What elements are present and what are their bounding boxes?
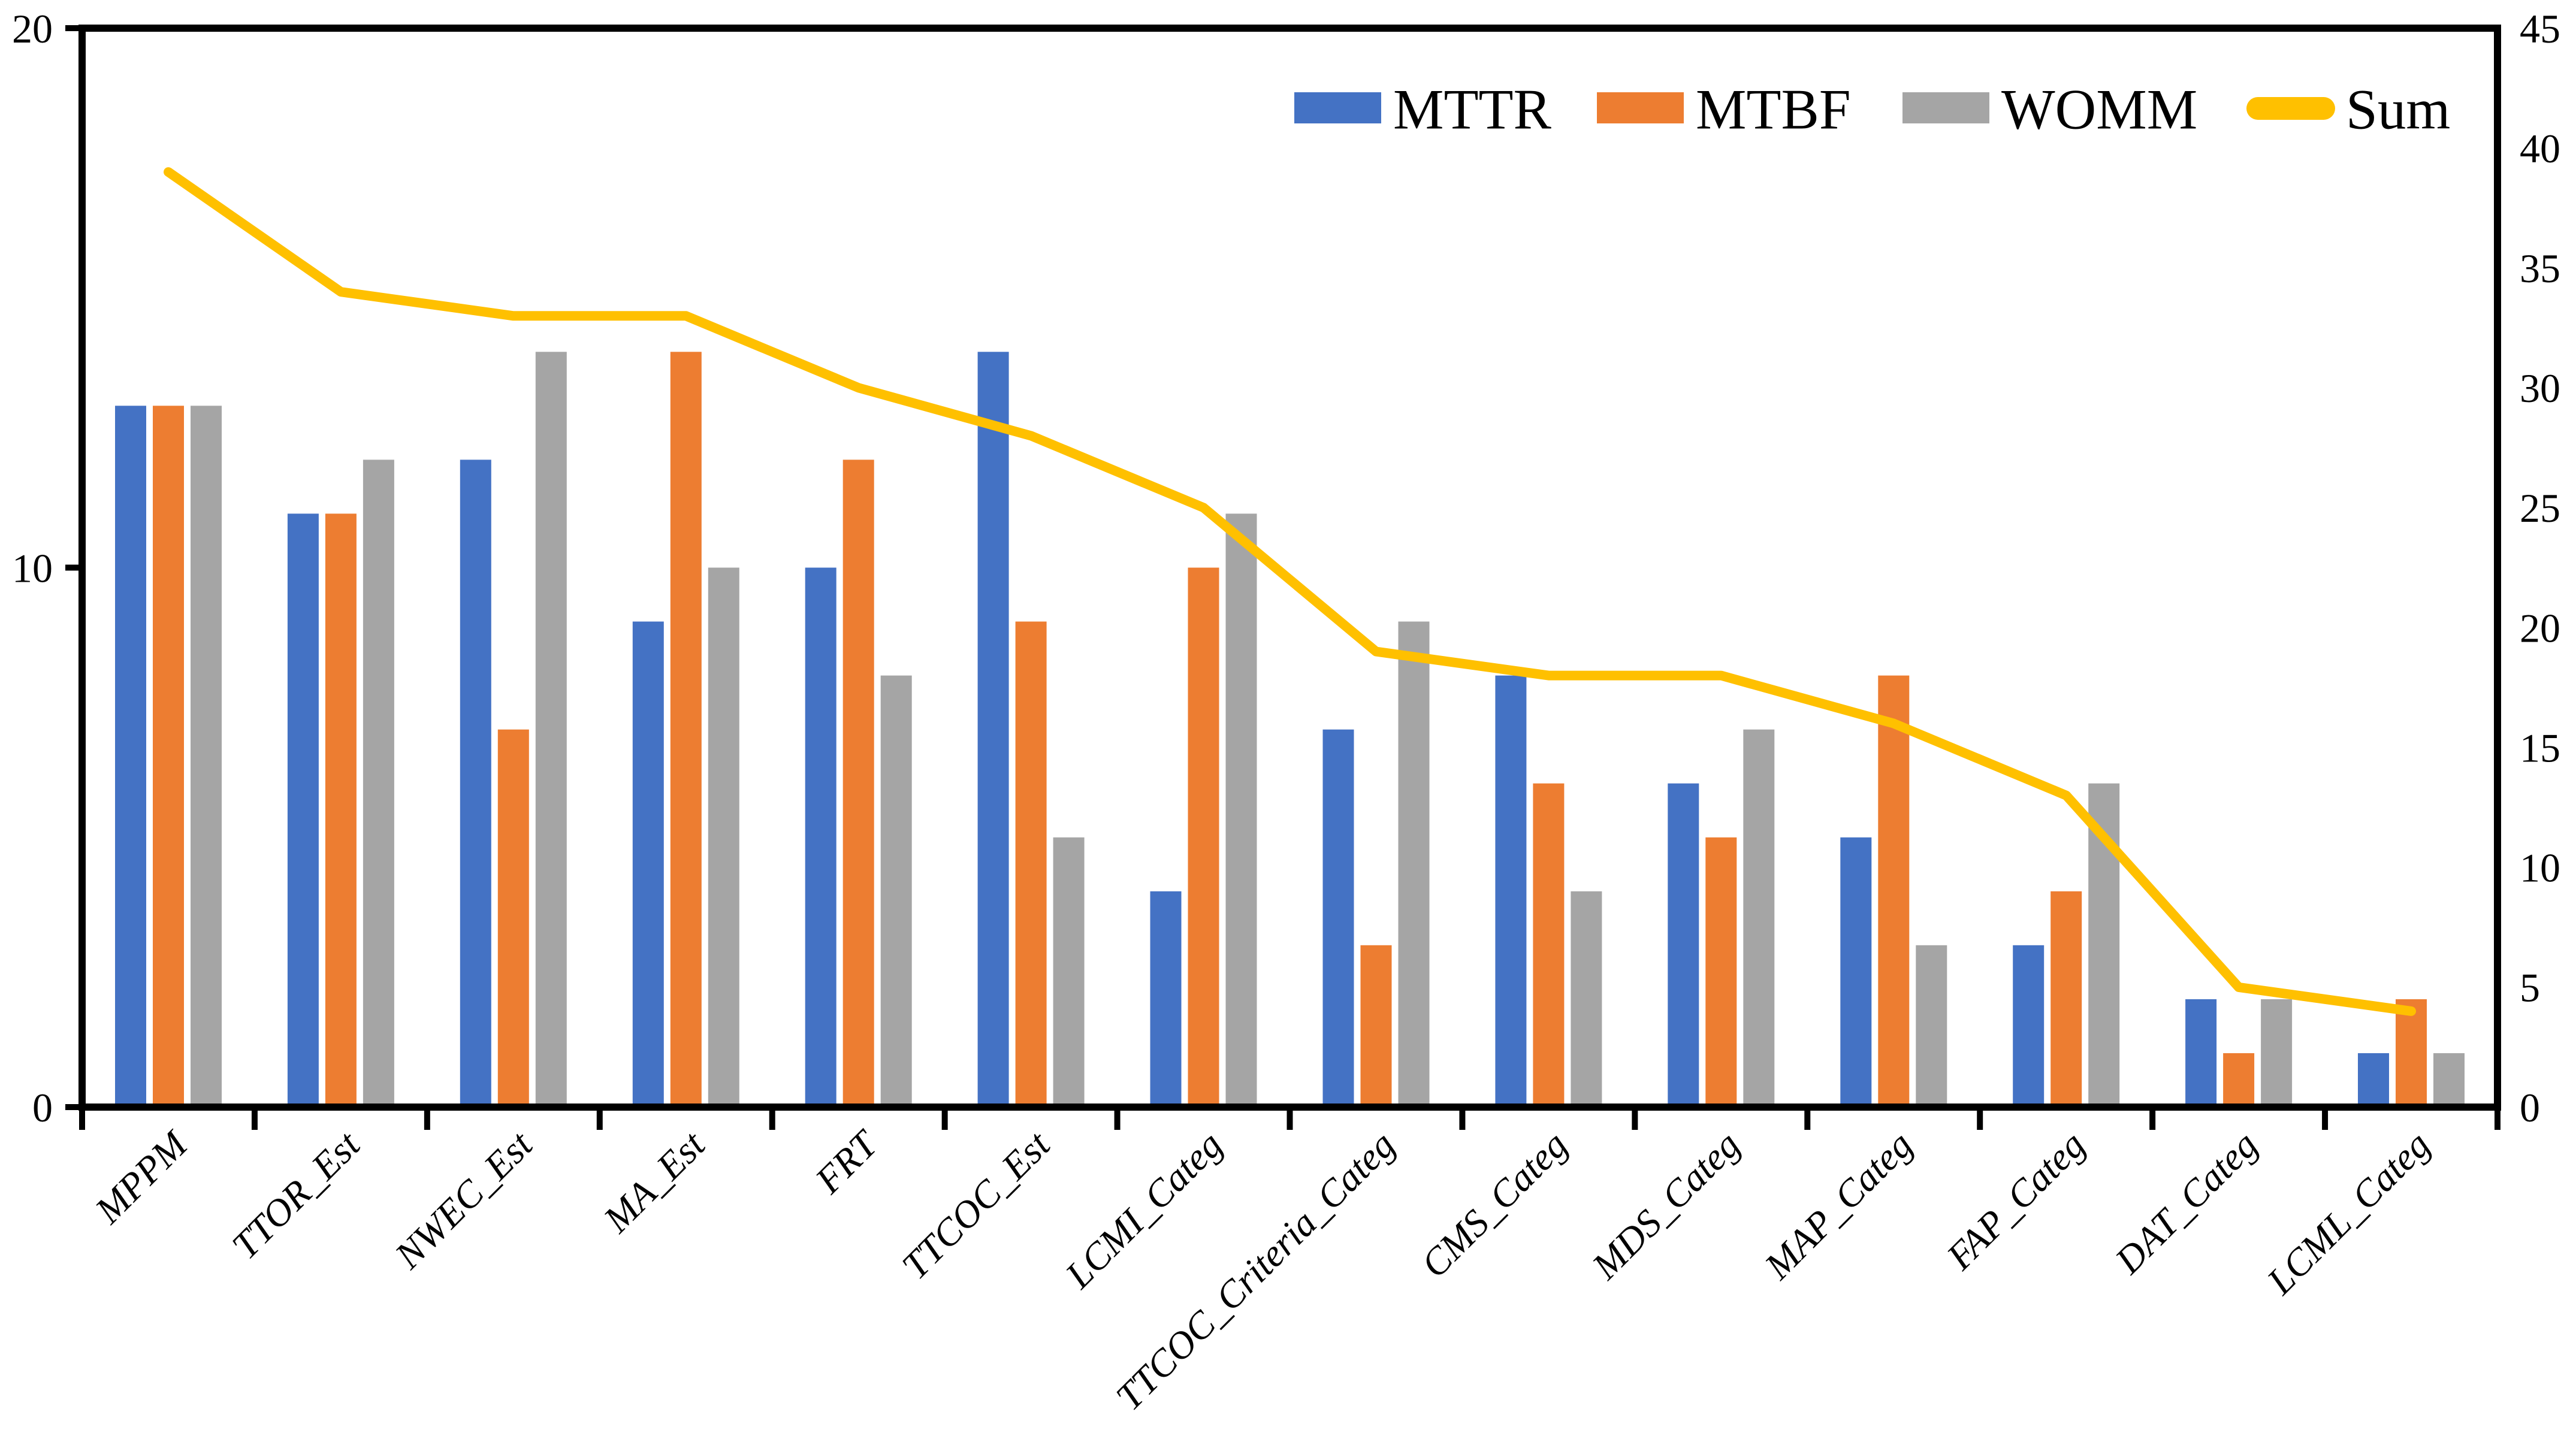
right-axis-label: 45	[2520, 6, 2560, 52]
left-axis-label: 10	[12, 545, 53, 591]
bar-WOMM-NWEC_Est	[535, 352, 567, 1107]
bar-MTTR-MA_Est	[632, 621, 664, 1107]
bar-MTBF-LCMI_Categ	[1188, 567, 1219, 1107]
bar-series-MTTR	[115, 352, 2389, 1108]
legend-item-WOMM: WOMM	[1902, 77, 2197, 141]
bar-MTTR-TTCOC_Criteria_Categ	[1322, 729, 1354, 1107]
right-axis-label: 35	[2520, 246, 2560, 291]
bar-WOMM-LCML_Categ	[2433, 1053, 2465, 1107]
bar-WOMM-DAT_Categ	[2261, 999, 2293, 1107]
right-axis-label: 15	[2520, 725, 2560, 770]
legend-swatch-WOMM	[1902, 92, 1989, 123]
legend-swatch-MTBF	[1597, 92, 1684, 123]
bar-MTBF-CMS_Categ	[1533, 783, 1565, 1107]
bar-WOMM-LCMI_Categ	[1225, 513, 1257, 1107]
right-axis-label: 0	[2520, 1085, 2540, 1130]
legend-item-MTTR: MTTR	[1294, 77, 1552, 141]
bar-MTTR-MAP_Categ	[1840, 837, 1872, 1108]
bar-MTTR-MDS_Categ	[1668, 783, 1699, 1107]
right-axis-label: 20	[2520, 605, 2560, 651]
legend-item-MTBF: MTBF	[1597, 77, 1851, 141]
bar-MTTR-MPPM	[115, 406, 146, 1107]
bar-MTTR-LCMI_Categ	[1150, 891, 1182, 1107]
bar-MTBF-MPPM	[153, 406, 184, 1107]
bar-MTBF-TTCOC_Est	[1015, 621, 1047, 1107]
bar-WOMM-TTCOC_Est	[1053, 837, 1085, 1108]
right-axis-label: 10	[2520, 845, 2560, 891]
bar-MTTR-CMS_Categ	[1495, 675, 1527, 1107]
bar-WOMM-MDS_Categ	[1743, 729, 1775, 1107]
bar-MTTR-TTCOC_Est	[977, 352, 1009, 1107]
bar-WOMM-CMS_Categ	[1571, 891, 1602, 1107]
bar-MTTR-FAP_Categ	[2013, 945, 2045, 1107]
bar-MTBF-FAP_Categ	[2050, 891, 2082, 1107]
right-axis-label: 5	[2520, 965, 2540, 1011]
bar-MTTR-FRT	[805, 567, 836, 1107]
legend-swatch-MTTR	[1294, 92, 1381, 123]
bar-MTBF-MA_Est	[670, 352, 702, 1107]
bar-WOMM-TTOR_Est	[363, 459, 394, 1107]
right-axis-label: 30	[2520, 365, 2560, 411]
bar-WOMM-MA_Est	[708, 567, 739, 1107]
bar-WOMM-FRT	[880, 675, 912, 1107]
legend-label-WOMM: WOMM	[2001, 77, 2197, 141]
bar-MTTR-TTOR_Est	[287, 513, 319, 1107]
bar-MTBF-MAP_Categ	[1878, 675, 1910, 1107]
legend-label-Sum: Sum	[2346, 77, 2450, 141]
legend-label-MTTR: MTTR	[1393, 77, 1552, 141]
bar-MTBF-TTOR_Est	[325, 513, 357, 1107]
bar-MTBF-LCML_Categ	[2396, 999, 2427, 1107]
right-axis-label: 40	[2520, 126, 2560, 171]
bar-series-MTBF	[153, 352, 2427, 1108]
bar-MTBF-FRT	[842, 459, 874, 1107]
bar-MTBF-TTCOC_Criteria_Categ	[1360, 945, 1392, 1107]
bar-MTBF-MDS_Categ	[1705, 837, 1737, 1108]
legend: MTTR MTBF WOMM Sum	[1294, 77, 2450, 141]
legend-label-MTBF: MTBF	[1696, 77, 1851, 141]
bar-MTBF-DAT_Categ	[2223, 1053, 2255, 1107]
bar-MTTR-NWEC_Est	[460, 459, 491, 1107]
bar-series-WOMM	[191, 352, 2465, 1108]
bar-WOMM-MAP_Categ	[1916, 945, 1947, 1107]
legend-item-Sum: Sum	[2246, 77, 2450, 141]
left-axis-label: 20	[12, 6, 53, 52]
bar-WOMM-TTCOC_Criteria_Categ	[1398, 621, 1430, 1107]
line-series-Sum	[164, 167, 2416, 1016]
bar-MTBF-NWEC_Est	[497, 729, 529, 1107]
bar-MTTR-DAT_Categ	[2185, 999, 2217, 1107]
right-axis-label: 25	[2520, 485, 2560, 531]
bar-MTTR-LCML_Categ	[2358, 1053, 2389, 1107]
bar-WOMM-MPPM	[191, 406, 222, 1107]
left-axis-label: 0	[32, 1085, 53, 1130]
